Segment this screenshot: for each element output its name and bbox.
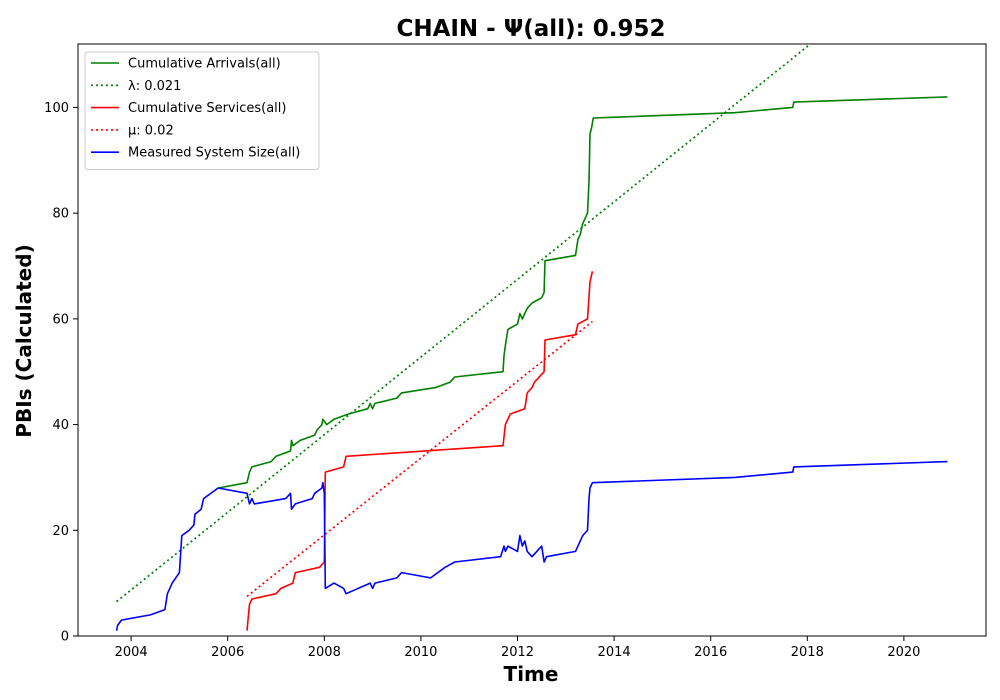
plot-frame [77,43,987,637]
x-tick-label: 2018 [791,645,824,660]
y-tick-label: 100 [44,101,69,116]
x-axis-label: Time [504,662,559,686]
y-tick-label: 20 [52,524,69,539]
x-tick-label: 2014 [598,645,631,660]
y-tick-label: 0 [61,630,69,645]
x-tick-label: 2020 [887,645,920,660]
x-tick-label: 2012 [501,645,534,660]
series-line-0 [217,96,948,489]
x-tick-label: 2006 [211,645,244,660]
y-tick-label: 80 [52,207,69,222]
series-line-2 [246,271,594,631]
legend-label: Cumulative Services(all) [128,101,286,116]
series-layer [115,44,948,631]
x-axis: 2004 2006 2008 2010 2012 2014 2016 2018 2020 [115,636,920,660]
x-tick-label: 2010 [404,645,437,660]
chart-title: CHAIN - Ψ(all): 0.952 [396,16,665,42]
x-tick-label: 2016 [694,645,727,660]
x-tick-label: 2004 [115,645,148,660]
x-tick-label: 2008 [308,645,341,660]
y-axis-label: PBIs (Calculated) [12,244,36,437]
series-line-3 [246,320,593,598]
legend-label: λ: 0.021 [128,79,181,94]
legend: Cumulative Arrivals(all) λ: 0.021 Cumulati… [84,51,320,170]
legend-label: μ: 0.02 [128,123,174,138]
y-tick-label: 60 [52,312,69,327]
y-axis: 0 20 40 60 80 100 [44,101,78,645]
legend-box [84,51,320,170]
series-line-4 [115,460,948,631]
y-tick-label: 40 [52,418,69,433]
legend-label: Measured System Size(all) [128,146,300,161]
legend-label: Cumulative Arrivals(all) [128,57,281,72]
